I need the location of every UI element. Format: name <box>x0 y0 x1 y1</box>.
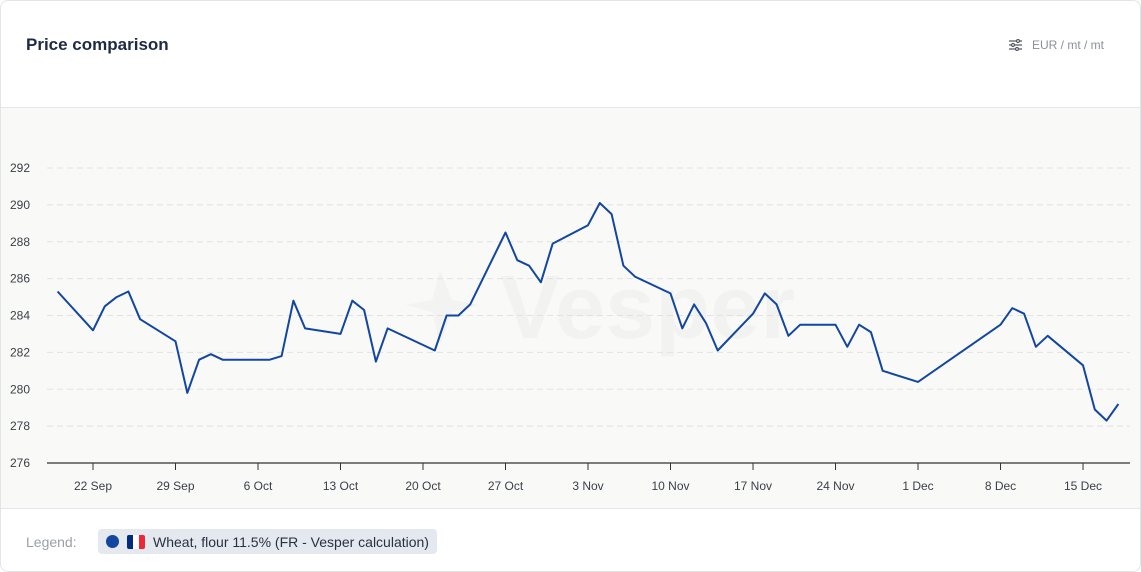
y-tick-label: 280 <box>10 382 30 396</box>
x-tick-label: 22 Sep <box>74 479 112 493</box>
y-tick-label: 290 <box>10 198 30 212</box>
y-tick-label: 278 <box>10 419 30 433</box>
france-flag-icon <box>127 534 145 549</box>
series-line-wheat-flour <box>56 202 1120 422</box>
x-tick-label: 27 Oct <box>488 479 524 493</box>
x-tick-label: 3 Nov <box>572 479 603 493</box>
y-tick-label: 284 <box>10 309 30 323</box>
y-tick-label: 286 <box>10 272 30 286</box>
y-tick-label: 292 <box>10 161 30 175</box>
y-tick-label: 288 <box>10 235 30 249</box>
y-tick-label: 282 <box>10 345 30 359</box>
x-tick-label: 24 Nov <box>817 479 855 493</box>
y-tick-label: 276 <box>10 456 30 470</box>
series-color-dot <box>106 535 119 548</box>
legend-bar: Legend: Wheat, flour 11.5% (FR - Vesper … <box>1 508 1140 571</box>
plot-area <box>1 108 1140 508</box>
x-tick-label: 15 Dec <box>1064 479 1102 493</box>
sliders-icon <box>1009 39 1022 51</box>
x-tick-label: 13 Oct <box>323 479 359 493</box>
x-tick-label: 1 Dec <box>902 479 933 493</box>
x-tick-label: 6 Oct <box>244 479 273 493</box>
x-tick-label: 29 Sep <box>156 479 194 493</box>
card-header: Price comparison EUR / mt / mt <box>1 1 1140 108</box>
x-tick-label: 20 Oct <box>405 479 441 493</box>
x-tick-label: 10 Nov <box>651 479 689 493</box>
x-tick-label: 17 Nov <box>734 479 772 493</box>
unit-selector[interactable]: EUR / mt / mt <box>1009 38 1104 52</box>
legend-label: Legend: <box>26 534 77 550</box>
x-tick-label: 8 Dec <box>985 479 1016 493</box>
legend-series-label: Wheat, flour 11.5% (FR - Vesper calculat… <box>153 533 429 550</box>
legend-item[interactable]: Wheat, flour 11.5% (FR - Vesper calculat… <box>98 529 437 554</box>
page-title: Price comparison <box>26 35 169 54</box>
unit-label: EUR / mt / mt <box>1032 38 1104 52</box>
watermark-logo: Vesper <box>405 258 795 358</box>
